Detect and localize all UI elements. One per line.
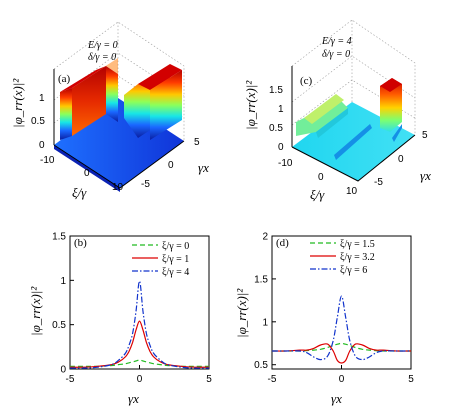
panel-b-series-2 [69,280,210,369]
panel-a-xtick-0: -10 [40,155,55,166]
panel-d-series-1 [271,343,412,364]
panel-b-ylabel: |φ_rr(x)|² [28,286,43,336]
panel-b-xtick-1: 0 [137,374,143,385]
panel-b-label: (b) [74,237,87,249]
panel-a-zlabel: |φ_rr(x)|² [10,78,25,128]
panel-a-xtick-1: 0 [84,168,90,179]
panel-a-ztick-1: 0.5 [31,116,45,127]
panel-a-ytick-0: 5 [194,137,200,148]
panel-b-series-1 [69,320,210,368]
panel-d-series-0 [271,342,411,352]
panel-c-annot-delta: δ/γ = 0 [322,49,350,60]
panel-a-ytick-1: 0 [168,160,174,171]
panel-a-ylabel: γx [198,160,209,175]
panel-c: E/γ = 4 δ/γ = 0 (c) 0 0.5 1 1.5 -10 0 10… [243,19,431,202]
panel-b-legend-1: ξ/γ = 1 [162,254,189,265]
panel-d-label: (d) [276,237,289,249]
panel-c-ztick-1: 0.5 [269,123,283,134]
panel-b-xtick-2: 5 [206,374,212,385]
panel-a-ytick-2: -5 [141,179,150,190]
panel-d-xtick-1: 0 [339,374,345,385]
panel-d-legend-1: ξ/γ = 3.2 [340,252,375,263]
panel-c-dip [334,124,372,160]
panel-b-xtick-0: -5 [66,374,75,385]
panel-b-legend-0: ξ/γ = 0 [162,241,189,252]
panel-c-ztick-0: 0 [278,142,284,153]
panel-b-ytick-2: 1 [60,276,66,287]
panel-a-annot-delta: δ/γ = 0 [88,52,116,63]
panel-d-legend-2: ξ/γ = 6 [340,265,367,276]
panel-b-xlabel: γx [128,391,139,406]
panel-a-xlabel: ξ/γ [72,185,87,200]
panel-a-ztick-2: 1 [39,93,45,104]
panel-d-ytick-3: 2 [262,232,268,243]
panel-a: E/γ = 0 δ/γ = 0 (a) 0 0.5 1 -10 0 10 5 0… [10,21,209,200]
panel-d-series [271,295,412,364]
panel-a-ridge-1 [60,58,118,140]
panel-c-xtick-1: 0 [318,172,324,183]
panel-c-ylabel: γx [420,168,431,183]
panel-c-ytick-0: 5 [422,130,428,141]
panel-b-ytick-0: 0 [60,365,66,376]
panel-b-ytick-3: 1.5 [52,232,66,243]
panel-d-ticks: -5 0 5 0.5 1 1.5 2 [254,232,414,386]
panel-a-xtick-2: 10 [112,182,124,193]
panel-c-ztick-2: 1 [278,104,284,115]
panel-a-ztick-0: 0 [39,140,45,151]
panel-a-ridge-2 [124,64,182,140]
panel-d-xtick-0: -5 [268,374,277,385]
panel-c-xtick-2: 10 [346,186,358,197]
panel-c-ytick-2: -5 [374,177,383,188]
panel-a-label: (a) [58,73,71,85]
panel-c-xtick-0: -10 [278,158,293,169]
panel-d: (d) -5 0 5 0.5 1 1.5 2 ξ/γ = 1.5 ξ/γ = 3.2 ξ/γ… [234,232,414,407]
panel-a-front-edge [54,145,120,192]
panel-c-xlabel: ξ/γ [310,187,325,202]
panel-a-annot-energy: E/γ = 0 [87,40,118,51]
panel-b-legend: ξ/γ = 0 ξ/γ = 1 ξ/γ = 4 [132,241,189,278]
panel-c-label: (c) [300,75,313,87]
panel-d-xtick-2: 5 [408,374,414,385]
panel-b-series [69,280,210,369]
panel-c-ridge-1 [296,94,348,138]
panel-d-legend: ξ/γ = 1.5 ξ/γ = 3.2 ξ/γ = 6 [310,239,375,276]
panel-d-legend-0: ξ/γ = 1.5 [340,239,375,250]
panel-c-zlabel: |φ_rr(x)|² [243,80,258,130]
panel-d-ylabel: |φ_rr(x)|² [234,288,249,338]
panel-d-ytick-2: 1.5 [254,274,268,285]
panel-d-ytick-1: 1 [262,317,268,328]
panel-c-ytick-1: 0 [398,154,404,165]
panel-c-ztick-3: 1.5 [269,85,283,96]
panel-d-series-2 [271,295,411,361]
panel-b-legend-2: ξ/γ = 4 [162,267,189,278]
panel-b-ytick-1: 0.5 [52,320,66,331]
panel-d-xlabel: γx [331,391,342,406]
panel-c-annot-energy: E/γ = 4 [321,36,352,47]
panel-c-peak [380,78,402,142]
panel-d-ytick-0: 0.5 [254,360,268,371]
panel-b: (b) -5 0 500.511.5 ξ/γ = 0 ξ/γ = 1 ξ/γ = 4… [28,232,212,407]
